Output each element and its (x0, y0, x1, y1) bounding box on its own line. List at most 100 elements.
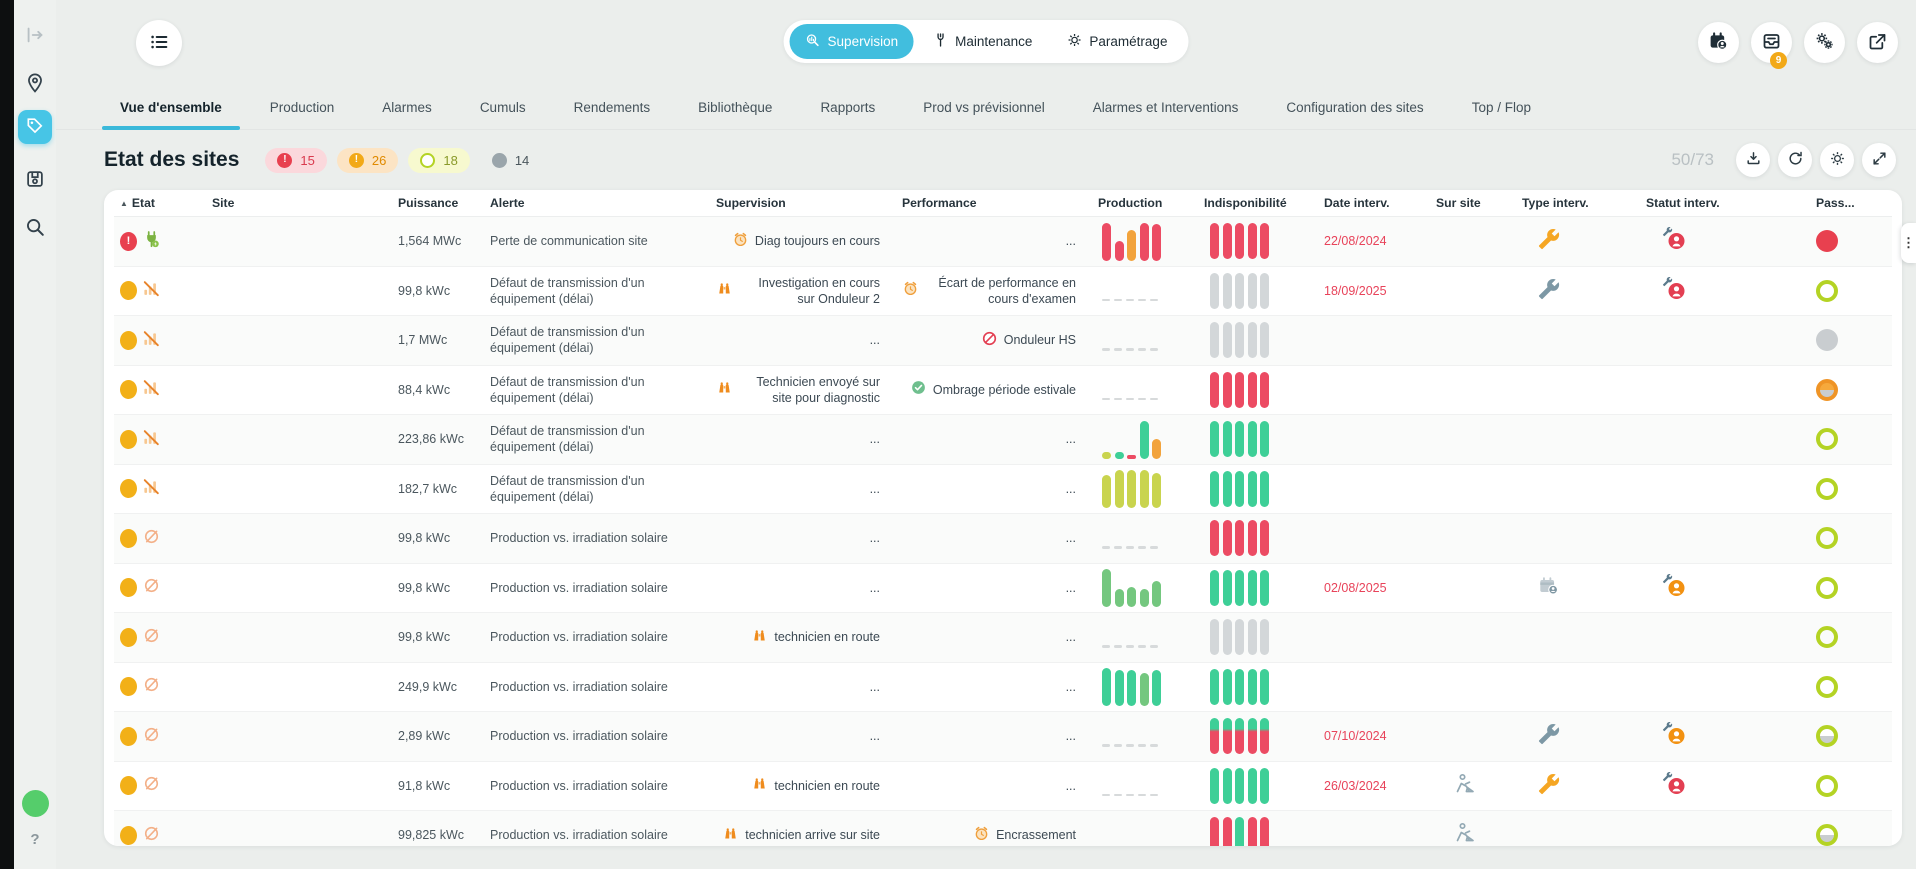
tab-vue-d-ensemble[interactable]: Vue d'ensemble (98, 100, 244, 130)
sur-site-cell (1430, 415, 1516, 464)
tab-alarmes[interactable]: Alarmes (382, 100, 432, 115)
indisponibilite-cell (1198, 316, 1318, 365)
table-row[interactable]: 249,9 kWc Production vs. irradiation sola… (114, 663, 1892, 712)
pass-indicator-icon (1816, 576, 1838, 599)
alert-orange-filter-badge[interactable]: ! 26 (336, 147, 399, 173)
no-data-dashes (1102, 645, 1158, 648)
external-link-button[interactable] (1857, 22, 1898, 63)
table-row[interactable]: 2,89 kWc Production vs. irradiation solai… (114, 712, 1892, 762)
no-data-dashes (1102, 298, 1158, 301)
table-row[interactable]: 99,8 kWc Défaut de transmission d'un équi… (114, 267, 1892, 316)
performance-cell: Onduleur HS (896, 316, 1092, 365)
table-row[interactable]: 91,8 kWc Production vs. irradiation solai… (114, 762, 1892, 811)
column-header-etat[interactable]: ▲ Etat (120, 196, 155, 210)
indisponibilite-cell (1198, 267, 1318, 316)
column-header-sur-site[interactable]: Sur site (1436, 196, 1481, 210)
tab-configuration-des-sites[interactable]: Configuration des sites (1286, 100, 1424, 115)
etat-cell (114, 514, 206, 563)
gears-button[interactable] (1804, 22, 1845, 63)
table-row[interactable]: 88,4 kWc Défaut de transmission d'un équi… (114, 366, 1892, 415)
column-header-performance[interactable]: Performance (902, 196, 977, 210)
search-chart-icon (805, 32, 821, 51)
pass-indicator-icon (1816, 329, 1838, 352)
supervision-cell: technicien en route (710, 762, 896, 811)
ring-lime-filter-badge[interactable]: 18 (408, 147, 470, 173)
alerte-cell: Défaut de transmission d'un équipement (… (490, 473, 645, 504)
tab-rapports[interactable]: Rapports (820, 100, 876, 115)
drag-handle[interactable]: ⋮ (1901, 223, 1916, 263)
etat-cell (114, 712, 206, 761)
performance-cell: Ombrage période estivale (896, 366, 1092, 415)
table-row[interactable]: 1,7 MWc Défaut de transmission d'un équip… (114, 316, 1892, 366)
gears-icon (1814, 31, 1835, 55)
topbar-actions: 9 (1698, 22, 1898, 69)
type-interv-cell (1516, 514, 1640, 563)
column-header-statut-interv-[interactable]: Statut interv. (1646, 196, 1720, 210)
no-signal-icon (142, 428, 161, 451)
pass-indicator-icon (1816, 279, 1838, 302)
site-cell (206, 613, 392, 662)
column-header-puissance[interactable]: Puissance (398, 196, 459, 210)
column-header-alerte[interactable]: Alerte (490, 196, 525, 210)
tab-rendements[interactable]: Rendements (573, 100, 651, 115)
collapse-sidebar-icon[interactable] (22, 22, 48, 48)
performance-cell: ... (1065, 630, 1076, 645)
pass-indicator-icon (1816, 824, 1838, 846)
save-icon[interactable] (22, 166, 48, 192)
tab-cumuls[interactable]: Cumuls (479, 100, 526, 115)
no-data-dashes (1102, 397, 1158, 400)
alerte-cell: Production vs. irradiation solaire (490, 531, 668, 546)
tab-biblioth-que[interactable]: Bibliothèque (698, 100, 773, 115)
tags-nav-button[interactable] (18, 110, 52, 144)
tab-top-flop[interactable]: Top / Flop (1471, 100, 1531, 115)
sur-site-cell (1430, 811, 1516, 846)
panel-header: Etat des sites ! 15 ! 26 18 14 50/73 (56, 130, 1916, 184)
table-row[interactable]: 182,7 kWc Défaut de transmission d'un équ… (114, 465, 1892, 514)
table-row[interactable]: 99,8 kWc Production vs. irradiation solai… (114, 564, 1892, 613)
calendar-user-button[interactable] (1698, 22, 1739, 63)
production-cell (1092, 613, 1198, 662)
help-button[interactable]: ? (30, 831, 40, 848)
column-header-supervision[interactable]: Supervision (716, 196, 786, 210)
mode-supervision[interactable]: Supervision (789, 24, 914, 59)
status-warning-icon (120, 380, 137, 400)
mode-maintenance[interactable]: Maintenance (917, 24, 1047, 59)
map-pin-icon[interactable] (22, 70, 48, 96)
table-row[interactable]: 99,8 kWc Production vs. irradiation solai… (114, 613, 1892, 663)
list-icon (148, 31, 170, 56)
tab-production[interactable]: Production (269, 100, 335, 115)
supervision-cell: Investigation en cours sur Onduleur 2 (710, 267, 896, 316)
no-signal-icon (142, 279, 161, 302)
column-header-date-interv-[interactable]: Date interv. (1324, 196, 1390, 210)
alert-red-filter-badge[interactable]: ! 15 (265, 147, 327, 173)
production-cell (1092, 564, 1198, 613)
column-header-pass-[interactable]: Pass... (1816, 196, 1855, 210)
page-title: Etat des sites (104, 148, 240, 171)
table-row[interactable]: 223,86 kWc Défaut de transmission d'un éq… (114, 415, 1892, 465)
status-badges: ! 15 ! 26 18 14 (265, 147, 541, 173)
etat-cell (114, 811, 206, 846)
settings-gear-button[interactable] (1820, 143, 1854, 177)
tab-prod-vs-pr-visionnel[interactable]: Prod vs prévisionnel (923, 100, 1045, 115)
mode-paramétrage[interactable]: Paramétrage (1051, 24, 1182, 59)
expand-button[interactable] (1862, 143, 1896, 177)
table-row[interactable]: 99,8 kWc Production vs. irradiation solai… (114, 514, 1892, 564)
column-header-type-interv-[interactable]: Type interv. (1522, 196, 1589, 210)
list-view-button[interactable] (136, 20, 182, 66)
refresh-button[interactable] (1778, 143, 1812, 177)
row-counter: 50/73 (1671, 150, 1714, 169)
column-header-indisponibilit-[interactable]: Indisponibilité (1204, 196, 1287, 210)
table-row[interactable]: 99,825 kWc Production vs. irradiation sol… (114, 811, 1892, 846)
search-icon[interactable] (22, 214, 48, 240)
tab-alarmes-et-interventions[interactable]: Alarmes et Interventions (1092, 100, 1239, 115)
alerte-cell: Production vs. irradiation solaire (490, 580, 668, 595)
pass-indicator-icon (1816, 725, 1838, 748)
download-button[interactable] (1736, 143, 1770, 177)
inbox-button[interactable]: 9 (1751, 22, 1792, 69)
dot-gray-filter-badge[interactable]: 14 (480, 148, 541, 173)
table-row[interactable]: ! 1,564 MWc Perte de communication site Dia… (114, 217, 1892, 267)
bar-chart (1210, 371, 1269, 408)
statut-interv-cell (1640, 366, 1810, 415)
column-header-site[interactable]: Site (212, 196, 235, 210)
column-header-production[interactable]: Production (1098, 196, 1163, 210)
